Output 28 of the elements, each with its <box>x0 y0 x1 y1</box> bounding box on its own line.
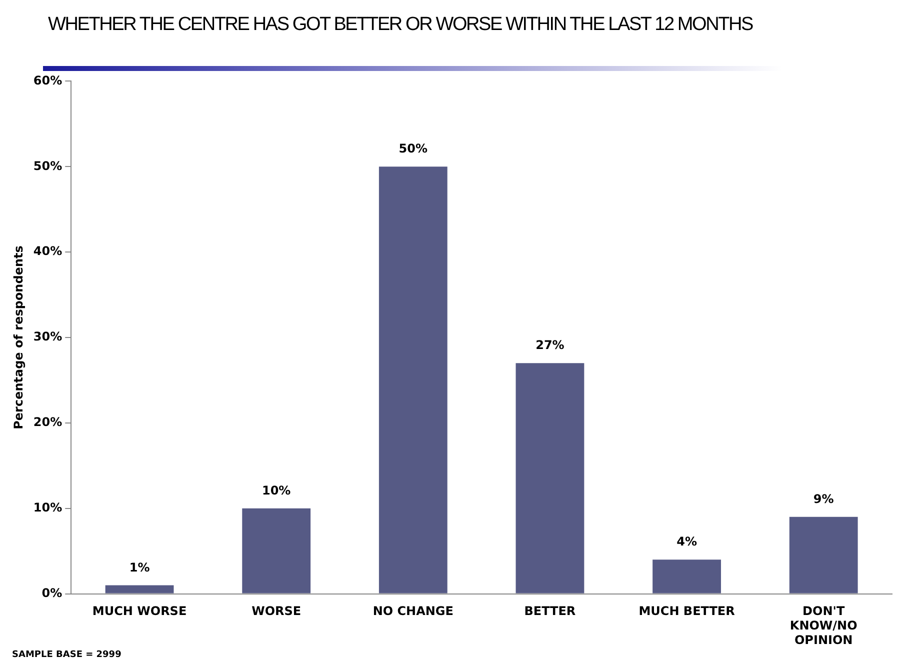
bar <box>105 585 174 594</box>
bar <box>652 560 721 594</box>
x-tick-label: MUCH WORSE <box>92 604 187 618</box>
bar <box>516 363 584 594</box>
y-tick-label: 50% <box>33 158 62 173</box>
bar <box>378 166 448 594</box>
y-tick-label: 40% <box>33 244 62 258</box>
y-tick-label: 60% <box>33 73 62 88</box>
x-tick-label: DON'T KNOW/NO OPINION <box>790 604 858 647</box>
y-tick-label: 0% <box>42 586 62 600</box>
data-label: 1% <box>129 560 150 574</box>
y-tick-label: 30% <box>33 330 62 344</box>
data-label: 9% <box>813 492 834 506</box>
data-label: 27% <box>536 338 564 352</box>
data-label: 4% <box>676 534 697 549</box>
y-axis-title: Percentage of respondents <box>11 246 26 430</box>
x-tick-label: BETTER <box>524 604 576 618</box>
y-tick-label: 20% <box>33 415 62 430</box>
x-tick-label: MUCH BETTER <box>638 604 735 618</box>
data-label: 50% <box>398 142 428 156</box>
x-tick-label: WORSE <box>252 604 302 618</box>
bar <box>242 508 311 594</box>
y-tick-label: 10% <box>33 500 62 514</box>
data-label: 10% <box>262 483 291 498</box>
bar <box>789 516 858 594</box>
x-tick-label: NO CHANGE <box>372 604 454 618</box>
text: SAMPLE BASE = 2999 <box>12 650 122 660</box>
chart-title: WHETHER THE CENTRE HAS GOT BETTER OR WORSE WITHIN THE LAST 12 MONTHS <box>48 14 754 37</box>
